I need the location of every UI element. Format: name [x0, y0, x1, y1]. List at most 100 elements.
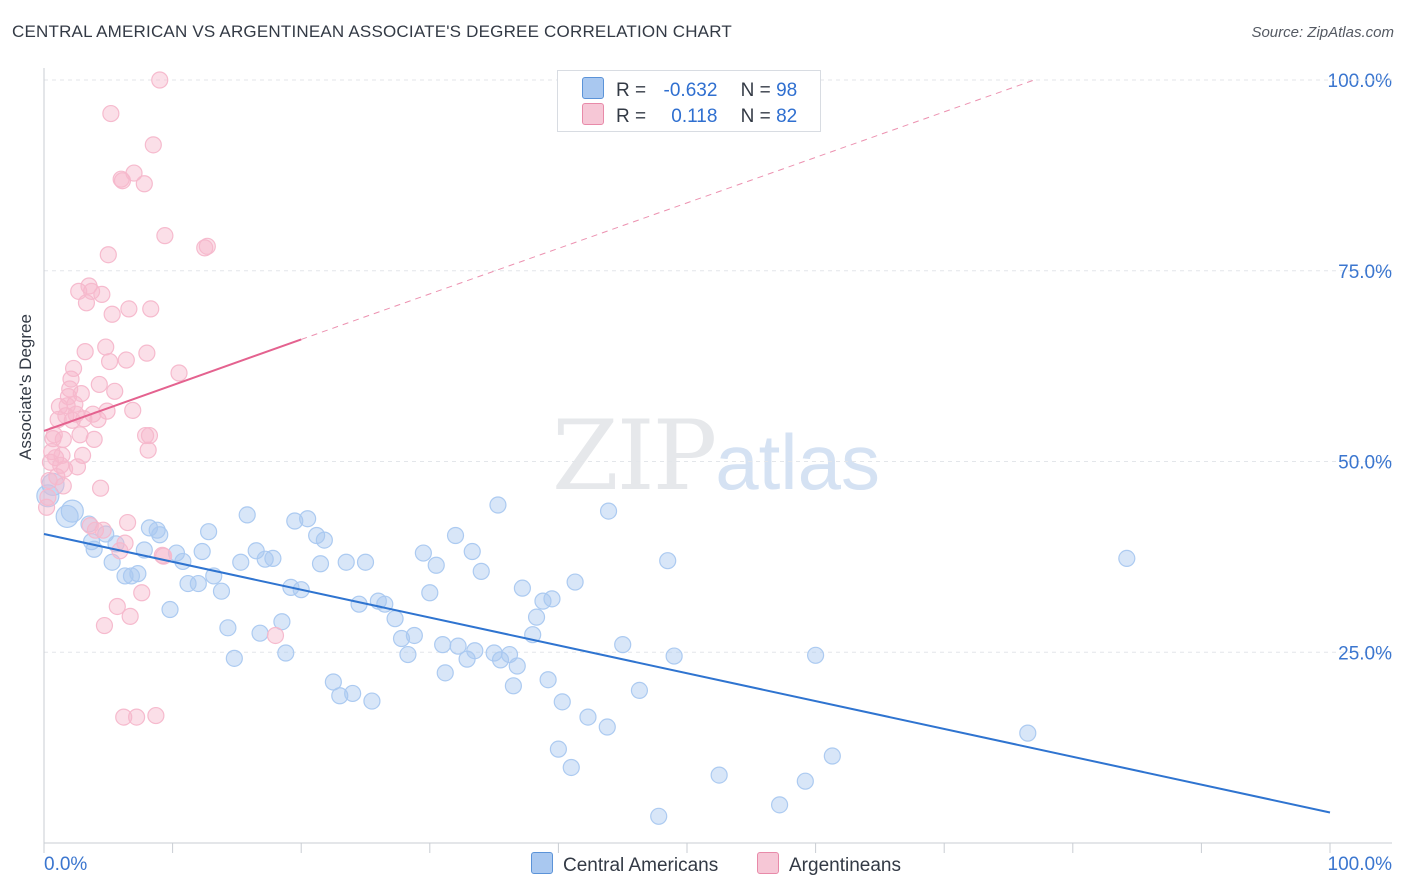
- point-central-americans: [466, 642, 484, 660]
- y-tick-label: 75.0%: [1338, 262, 1392, 283]
- point-central-americans: [116, 567, 134, 585]
- point-argentineans: [118, 513, 137, 532]
- source-label: Source: ZipAtlas.com: [1251, 24, 1394, 41]
- point-central-americans: [299, 510, 317, 528]
- legend-item-central-americans: Central Americans: [531, 852, 718, 877]
- point-argentineans: [73, 446, 92, 464]
- point-central-americans: [414, 544, 432, 562]
- legend-swatch-blue: [531, 852, 553, 874]
- point-central-americans: [614, 636, 632, 654]
- point-argentineans: [135, 175, 153, 193]
- point-central-americans: [386, 610, 404, 628]
- point-central-americans: [264, 549, 282, 568]
- point-argentineans: [103, 305, 121, 323]
- point-argentineans: [102, 104, 120, 123]
- point-central-americans: [219, 619, 237, 637]
- point-central-americans: [504, 677, 522, 695]
- point-central-americans: [193, 542, 211, 561]
- point-central-americans: [392, 629, 411, 648]
- point-central-americans: [421, 584, 439, 602]
- point-central-americans: [151, 526, 169, 544]
- y-axis-label: Associate's Degree: [16, 314, 35, 460]
- point-argentineans: [139, 441, 157, 459]
- point-argentineans: [133, 584, 151, 602]
- legend-r-label: R =: [616, 80, 647, 101]
- legend-r-value: 0.118: [671, 106, 718, 127]
- point-argentineans: [117, 351, 135, 369]
- point-central-americans: [427, 556, 445, 574]
- point-central-americans: [446, 526, 465, 545]
- point-central-americans: [823, 747, 841, 765]
- point-argentineans: [170, 364, 188, 382]
- point-central-americans: [200, 523, 218, 541]
- point-central-americans: [212, 582, 231, 600]
- point-central-americans: [491, 651, 510, 669]
- legend-n-value: 98: [776, 80, 798, 101]
- point-argentineans: [140, 426, 159, 445]
- point-argentineans: [99, 246, 117, 264]
- point-argentineans: [266, 626, 285, 645]
- point-central-americans: [60, 499, 84, 523]
- point-central-americans: [344, 684, 362, 703]
- point-central-americans: [472, 562, 490, 580]
- point-central-americans: [796, 772, 814, 790]
- point-argentineans: [93, 285, 111, 304]
- point-central-americans: [238, 506, 256, 524]
- point-argentineans: [115, 708, 133, 726]
- point-argentineans: [120, 300, 138, 318]
- point-central-americans: [189, 574, 207, 593]
- trend-line-central-americans: [43, 533, 1331, 814]
- point-central-americans: [161, 600, 179, 619]
- legend-item-argentineans: Argentineans: [757, 852, 901, 877]
- point-argentineans: [55, 460, 74, 478]
- point-central-americans: [1118, 549, 1136, 568]
- point-argentineans: [144, 136, 162, 154]
- point-central-americans: [232, 553, 250, 571]
- point-argentineans: [81, 516, 99, 535]
- point-central-americans: [562, 758, 580, 777]
- legend-row-central-americans: R = -0.632 N = 98: [582, 77, 797, 103]
- point-central-americans: [277, 644, 295, 662]
- point-central-americans: [566, 573, 584, 591]
- point-central-americans: [770, 796, 789, 814]
- point-argentineans: [106, 382, 124, 400]
- trend-line-extension: [301, 79, 1035, 340]
- legend-n-value: 82: [776, 106, 798, 127]
- point-argentineans: [94, 521, 112, 539]
- point-central-americans: [399, 645, 417, 664]
- legend-n-label: N =: [740, 80, 771, 101]
- point-central-americans: [174, 552, 192, 571]
- chart-title: CENTRAL AMERICAN VS ARGENTINEAN ASSOCIAT…: [12, 22, 732, 41]
- point-argentineans: [156, 227, 174, 245]
- point-central-americans: [598, 718, 616, 736]
- legend-label-central-americans: Central Americans: [563, 855, 719, 876]
- point-central-americans: [363, 692, 381, 710]
- point-central-americans: [273, 613, 291, 631]
- point-central-americans: [356, 553, 375, 571]
- point-central-americans: [553, 693, 571, 711]
- point-central-americans: [806, 646, 825, 664]
- legend-n-label: N =: [740, 106, 771, 127]
- point-central-americans: [436, 664, 454, 682]
- point-argentineans: [116, 534, 134, 552]
- x-tick-label: 100.0%: [1328, 854, 1393, 875]
- stats-legend: R = -0.632 N = 98 R = 0.118 N = 82: [557, 70, 821, 132]
- point-argentineans: [124, 401, 142, 419]
- point-central-americans: [1019, 724, 1037, 742]
- point-central-americans: [315, 531, 333, 549]
- point-argentineans: [64, 359, 83, 378]
- legend-r-label: R =: [616, 106, 647, 127]
- point-central-americans: [324, 673, 342, 691]
- point-argentineans: [62, 370, 80, 388]
- point-central-americans: [543, 590, 561, 608]
- point-argentineans: [91, 479, 110, 497]
- point-central-americans: [286, 512, 304, 530]
- y-tick-label: 25.0%: [1338, 643, 1392, 664]
- y-tick-label: 100.0%: [1328, 71, 1393, 92]
- legend-swatch-pink: [757, 852, 779, 874]
- point-central-americans: [650, 807, 668, 825]
- point-argentineans: [138, 344, 156, 362]
- point-argentineans: [121, 607, 139, 625]
- point-central-americans: [579, 708, 597, 726]
